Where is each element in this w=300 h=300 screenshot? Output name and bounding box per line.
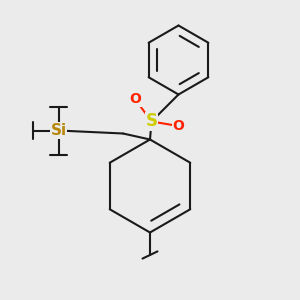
Text: O: O: [129, 92, 141, 106]
Text: S: S: [146, 112, 158, 130]
Text: Si: Si: [50, 123, 67, 138]
Text: O: O: [172, 119, 184, 133]
